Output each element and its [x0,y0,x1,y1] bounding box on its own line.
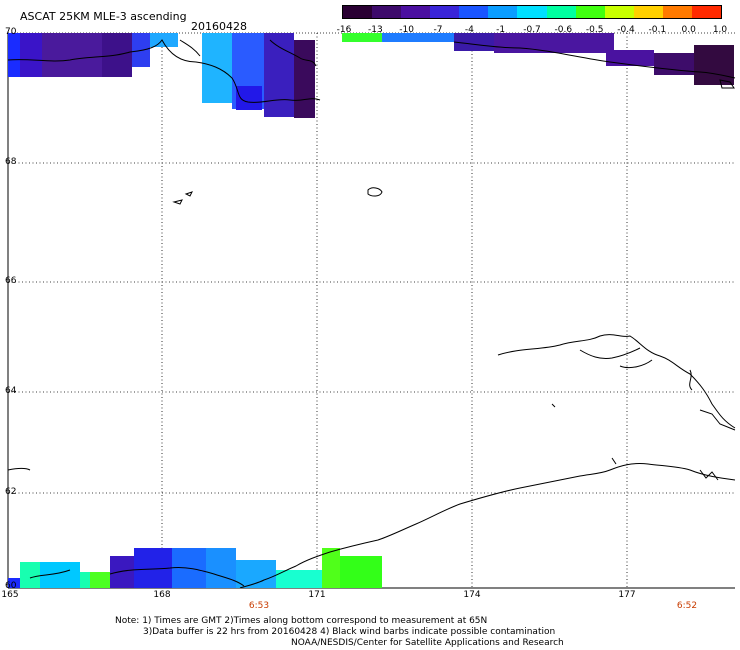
lon-label-168: 168 [153,590,171,600]
lon-label-174: 174 [463,590,481,600]
swath-top-left [8,33,315,118]
swath-bottom [8,548,382,588]
color-bar-tick-label: -7 [433,25,443,35]
lat-label-66: 66 [5,276,17,286]
color-bar-tick-label: -0.5 [585,25,604,35]
color-bar-segment [401,6,431,18]
color-bar-segment [691,6,722,18]
color-bar-segment [517,6,547,18]
lat-label-68: 68 [5,157,17,167]
color-bar-tick-label: -0.1 [648,25,667,35]
footer-note-line2: 3)Data buffer is 22 hrs from 20160428 4)… [143,627,556,637]
color-bar-segment [575,6,605,18]
color-bar-tick-label: 0.0 [681,25,696,35]
coastlines [7,39,736,589]
color-bar-segment [372,6,402,18]
lat-label-64: 64 [5,386,17,396]
lon-label-171: 171 [308,590,326,600]
time-label-first: 6:53 [248,601,270,611]
lat-label-62: 62 [5,487,17,497]
swath-top-right [342,33,734,85]
color-bar-segment [633,6,663,18]
product-title: ASCAT 25KM MLE-3 ascending [20,10,187,23]
color-bar-segment [662,6,692,18]
color-bar-segment [488,6,518,18]
lon-label-177: 177 [618,590,636,600]
color-bar-tick-label: -13 [367,25,383,35]
color-bar-tick-label: 1.0 [712,25,728,35]
color-bar-tick-label: -4 [464,25,474,35]
color-bar-tick-label: -16 [336,25,352,35]
color-bar-tick-label: -10 [399,25,415,35]
color-bar-segment [546,6,576,18]
color-bar-segment [459,6,489,18]
color-bar-tick-label: -1 [496,25,506,35]
graticule [8,33,735,588]
color-bar-strip [342,5,722,19]
color-bar-segment [430,6,460,18]
footer-credit: NOAA/NESDIS/Center for Satellite Applica… [291,638,564,648]
color-bar-tick-label: -0.4 [617,25,635,35]
time-label-second: 6:52 [676,601,698,611]
lon-label-165: 165 [1,590,19,600]
color-bar [342,5,722,19]
color-bar-tick-label: -0.7 [523,25,541,35]
lat-label-60: 60 [5,581,17,591]
color-bar-tick-label: -0.6 [554,25,573,35]
color-bar-segment [604,6,634,18]
footer-note-line1: Note: 1) Times are GMT 2)Times along bot… [115,616,488,626]
color-bar-segment [343,6,373,18]
product-date: 20160428 [191,20,247,33]
lat-label-70: 70 [5,27,17,37]
map-frame [7,32,735,589]
